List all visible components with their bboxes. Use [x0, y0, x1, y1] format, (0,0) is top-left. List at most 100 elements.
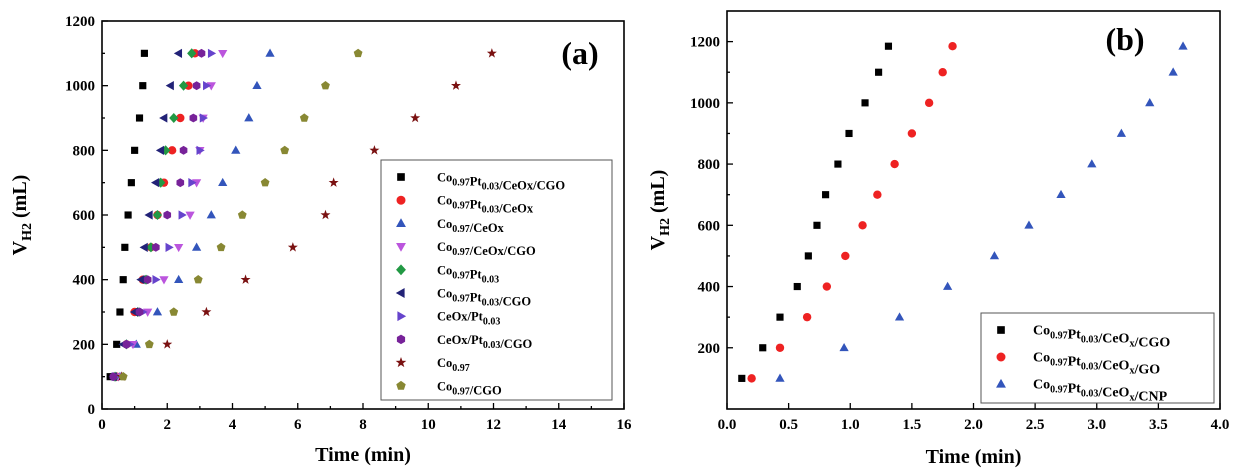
- data-point: [118, 372, 128, 381]
- data-point: [1024, 220, 1034, 229]
- x-tick-label: 4: [229, 417, 237, 433]
- legend-label: Co0.97/CGO: [437, 379, 502, 397]
- data-point: [237, 210, 247, 219]
- legend-marker: [996, 378, 1006, 388]
- y-tick-label: 600: [73, 208, 96, 224]
- data-point: [124, 211, 132, 219]
- series-0: [738, 42, 893, 382]
- legend-label: Co0.97Pt0.03/CeOx/CNP: [1033, 378, 1168, 405]
- x-tick-label: 0.5: [779, 417, 798, 433]
- data-point: [139, 82, 147, 90]
- data-point: [873, 190, 882, 199]
- legend-marker: [996, 352, 1006, 362]
- data-point: [845, 129, 853, 138]
- data-point: [822, 191, 830, 199]
- legend-marker: [396, 218, 406, 227]
- data-point: [450, 80, 461, 90]
- data-point: [1056, 189, 1066, 199]
- data-point: [321, 81, 330, 90]
- data-point: [135, 114, 144, 122]
- x-tick-label: 4.0: [1211, 417, 1230, 433]
- data-point: [188, 178, 197, 188]
- data-point: [240, 274, 251, 284]
- x-tick-label: 2: [164, 417, 172, 433]
- data-point: [924, 98, 934, 108]
- data-point: [747, 374, 756, 383]
- data-point: [218, 177, 228, 187]
- data-point: [839, 342, 849, 352]
- legend-entry: Co0.97Pt0.03/CeOx/CGO: [397, 171, 565, 193]
- series-2: [775, 41, 1188, 382]
- data-point: [152, 242, 160, 252]
- x-tick-label: 2.5: [1026, 417, 1045, 433]
- data-point: [156, 177, 166, 188]
- x-axis-label: Time (min): [926, 446, 1022, 468]
- data-point: [265, 48, 275, 57]
- data-point: [890, 159, 899, 169]
- data-point: [738, 374, 746, 382]
- data-point: [144, 339, 154, 349]
- y-tick-label: 1000: [690, 96, 720, 112]
- data-point: [143, 308, 153, 317]
- legend-label: Co0.97: [437, 356, 470, 374]
- legend-marker: [396, 195, 406, 205]
- x-tick-label: 2.0: [964, 417, 983, 433]
- data-point: [162, 339, 173, 349]
- legend-marker: [997, 326, 1005, 334]
- data-point: [187, 48, 197, 59]
- data-point: [193, 275, 203, 284]
- legend-label: Co0.97/CeOx/CGO: [437, 240, 536, 258]
- legend-label: Co0.97Pt0.03/CeOx: [437, 194, 534, 216]
- legend-marker: [395, 288, 405, 298]
- data-point: [1145, 98, 1155, 107]
- series-7: [109, 48, 206, 382]
- data-point: [775, 343, 785, 352]
- x-axis-label: Time (min): [315, 444, 411, 466]
- legend-entry: Co0.97Pt0.03: [396, 263, 499, 285]
- data-point: [1178, 41, 1188, 50]
- legend-label: Co0.97/CeOx: [437, 217, 505, 235]
- data-point: [179, 145, 188, 155]
- data-point: [486, 48, 497, 58]
- data-point: [116, 308, 124, 316]
- data-point: [201, 306, 212, 317]
- data-point: [793, 282, 801, 291]
- data-point: [174, 243, 184, 253]
- data-point: [813, 221, 821, 229]
- legend-entry: Co0.97Pt0.03/CeOx/CNP: [996, 378, 1168, 405]
- data-point: [165, 242, 174, 252]
- data-point: [938, 68, 947, 77]
- data-point: [113, 340, 121, 348]
- series-0: [106, 49, 148, 381]
- data-point: [206, 210, 216, 219]
- x-tick-label: 3.0: [1087, 417, 1106, 433]
- legend-marker: [396, 264, 406, 276]
- data-point: [169, 112, 179, 124]
- data-point: [197, 48, 206, 58]
- legend-entry: Co0.97Pt0.03/CeOx/CGO: [997, 324, 1170, 351]
- data-point: [410, 112, 421, 123]
- x-tick-label: 6: [294, 417, 302, 433]
- data-point: [173, 48, 183, 58]
- y-axis-label: VH2 (mL): [9, 175, 35, 256]
- data-point: [875, 68, 883, 76]
- x-tick-label: 0.0: [718, 417, 737, 433]
- data-point: [135, 307, 144, 317]
- legend-label: CeOx/Pt0.03: [437, 310, 500, 328]
- data-point: [841, 251, 850, 261]
- legend-label: Co0.97Pt0.03/CeOx/CGO: [437, 171, 565, 193]
- data-point: [139, 242, 148, 252]
- series-2: [115, 48, 275, 381]
- legend-label: Co0.97Pt0.03/CeOx/CGO: [1033, 324, 1170, 351]
- data-point: [822, 282, 832, 291]
- data-point: [287, 242, 298, 252]
- y-tick-label: 1200: [65, 14, 95, 30]
- legend-label: Co0.97Pt0.03: [437, 263, 499, 285]
- data-point: [216, 242, 226, 252]
- data-point: [159, 113, 168, 123]
- x-tick-label: 14: [551, 417, 567, 433]
- data-point: [136, 275, 145, 285]
- data-point: [1087, 159, 1097, 168]
- legend-marker: [396, 380, 406, 390]
- y-tick-label: 400: [73, 273, 96, 289]
